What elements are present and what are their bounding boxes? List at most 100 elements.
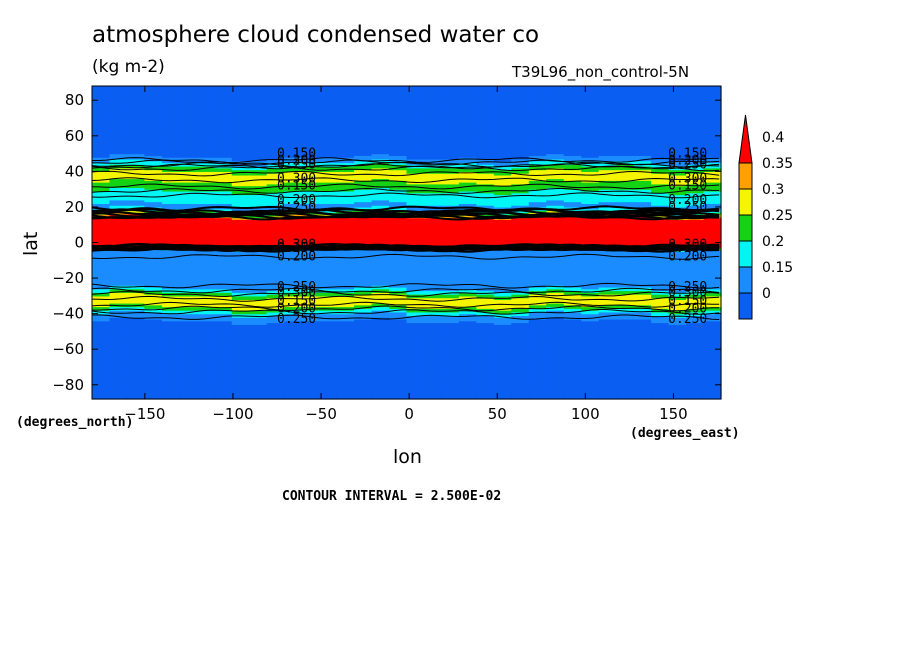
heatmap-cell [546, 126, 565, 130]
heatmap-cell [319, 269, 338, 272]
heatmap-cell [458, 379, 477, 382]
heatmap-cell [354, 251, 373, 254]
heatmap-cell [371, 123, 390, 126]
heatmap-cell [476, 100, 495, 103]
heatmap-cell [546, 256, 565, 260]
heatmap-cell [441, 347, 460, 350]
heatmap-cell [528, 269, 547, 272]
heatmap-cell [511, 262, 530, 265]
heatmap-cell [144, 182, 163, 185]
heatmap-cell [109, 381, 128, 384]
heatmap-cell [92, 324, 111, 327]
heatmap-cell [406, 174, 425, 178]
heatmap-cell [458, 121, 477, 124]
heatmap-cell [319, 343, 338, 347]
heatmap-cell [249, 240, 268, 244]
heatmap-cell [266, 349, 285, 352]
heatmap-cell [389, 105, 408, 108]
heatmap-cell [301, 375, 320, 379]
heatmap-cell [92, 327, 111, 331]
heatmap-cell [563, 112, 582, 116]
heatmap-cell [109, 390, 128, 393]
heatmap-cell [284, 203, 303, 206]
heatmap-cell [92, 388, 111, 391]
heatmap-cell [406, 370, 425, 373]
heatmap-cell [458, 126, 477, 130]
heatmap-cell [423, 281, 443, 285]
heatmap-cell [406, 278, 425, 281]
heatmap-cell [493, 155, 512, 158]
heatmap-cell [546, 235, 565, 238]
heatmap-cell [161, 150, 180, 153]
heatmap-cell [126, 112, 146, 116]
heatmap-cell [476, 139, 495, 142]
heatmap-cell [284, 134, 303, 137]
heatmap-cell [441, 374, 460, 377]
heatmap-cell [476, 119, 495, 123]
heatmap-cell [546, 128, 565, 132]
heatmap-cell [231, 142, 250, 146]
heatmap-cell [581, 281, 600, 285]
heatmap-cell [249, 87, 268, 91]
heatmap-cell [406, 361, 425, 365]
heatmap-cell [144, 270, 163, 274]
heatmap-cell [406, 109, 425, 112]
heatmap-cell [389, 201, 408, 204]
heatmap-cell [179, 288, 198, 292]
heatmap-cell [231, 358, 250, 361]
heatmap-cell [406, 377, 425, 381]
heatmap-cell [423, 374, 443, 377]
heatmap-cell [546, 233, 565, 236]
heatmap-cell [336, 313, 355, 317]
heatmap-cell [528, 222, 547, 226]
heatmap-cell [423, 141, 443, 144]
heatmap-cell [336, 318, 355, 322]
heatmap-cell [144, 377, 163, 381]
heatmap-cell [354, 315, 373, 318]
heatmap-cell [196, 356, 215, 359]
heatmap-cell [441, 263, 460, 267]
heatmap-cell [546, 327, 565, 331]
heatmap-cell [511, 189, 530, 192]
heatmap-cell [528, 368, 547, 372]
heatmap-cell [546, 160, 565, 164]
heatmap-cell [214, 262, 233, 265]
heatmap-cell [371, 167, 390, 171]
heatmap-cell [161, 198, 180, 201]
heatmap-cell [109, 118, 128, 121]
heatmap-cell [493, 358, 512, 361]
heatmap-cell [126, 238, 146, 242]
heatmap-cell [319, 240, 338, 244]
heatmap-cell [389, 302, 408, 306]
heatmap-cell [179, 199, 198, 203]
heatmap-cell [371, 384, 390, 388]
heatmap-cell [144, 187, 163, 190]
heatmap-cell [92, 253, 111, 256]
heatmap-cell [476, 174, 495, 178]
heatmap-cell [423, 233, 443, 236]
heatmap-cell [231, 288, 250, 292]
heatmap-cell [319, 338, 338, 341]
heatmap-cell [196, 242, 215, 245]
heatmap-cell [476, 262, 495, 265]
heatmap-cell [493, 93, 512, 96]
heatmap-cell [144, 86, 163, 89]
heatmap-cell [458, 270, 477, 274]
heatmap-cell [161, 112, 180, 116]
heatmap-cell [231, 194, 250, 197]
heatmap-cell [528, 103, 547, 107]
heatmap-cell [476, 356, 495, 359]
heatmap-cell [493, 128, 512, 132]
heatmap-cell [319, 222, 338, 226]
heatmap-cell [196, 361, 215, 365]
heatmap-cell [231, 365, 250, 368]
heatmap-cell [354, 327, 373, 331]
heatmap-cell [493, 121, 512, 124]
heatmap-cell [389, 208, 408, 212]
heatmap-cell [389, 128, 408, 132]
heatmap-cell [144, 320, 163, 324]
heatmap-cell [406, 230, 425, 233]
heatmap-cell [511, 125, 530, 128]
heatmap-cell [284, 237, 303, 240]
heatmap-cell [458, 384, 477, 388]
